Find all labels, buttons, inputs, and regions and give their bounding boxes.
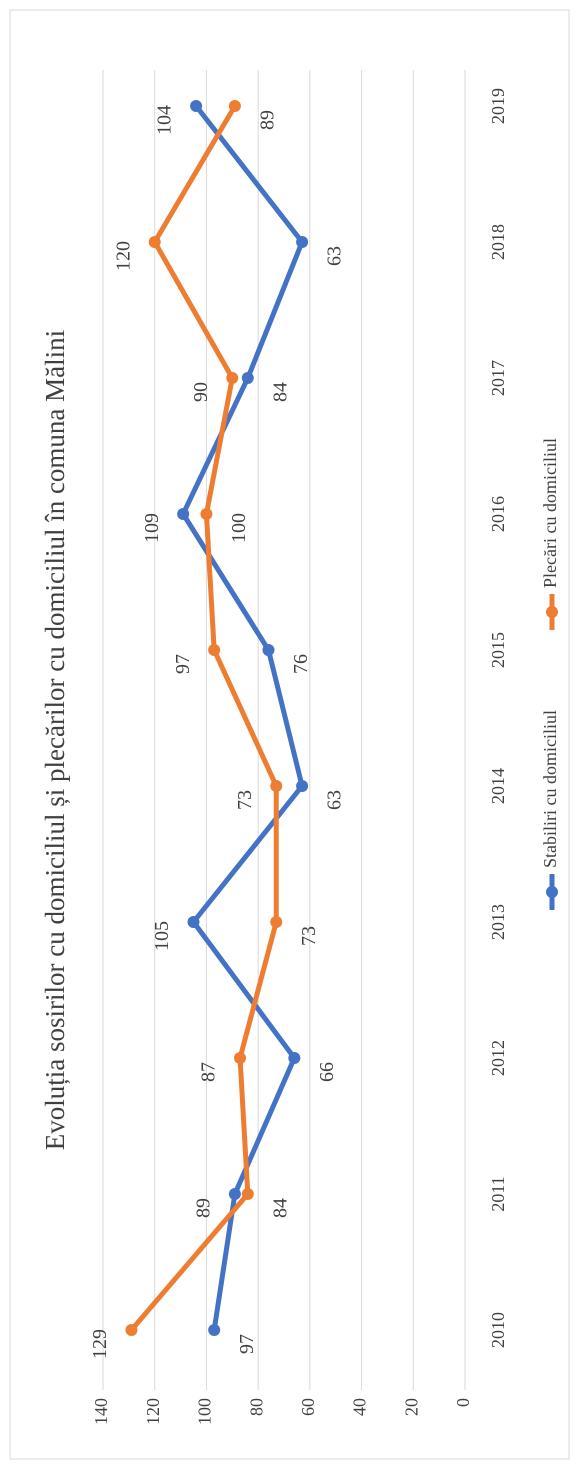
data-point — [296, 780, 309, 792]
data-point — [148, 236, 161, 248]
data-point — [270, 780, 283, 792]
data-label: 66 — [316, 1062, 338, 1082]
legend-marker — [546, 886, 558, 898]
data-label: 100 — [228, 513, 250, 543]
x-tick-label: 2013 — [488, 904, 508, 940]
data-point — [262, 644, 275, 656]
data-label: 109 — [141, 513, 163, 543]
data-point — [190, 100, 203, 112]
data-label: 73 — [234, 790, 256, 810]
data-point — [208, 644, 221, 656]
rotated-chart: Evoluția sosirilor cu domiciliul și plec… — [40, 70, 560, 1425]
data-point — [226, 372, 239, 384]
data-label: 87 — [198, 1062, 220, 1082]
y-tick-label: 120 — [143, 1398, 163, 1425]
data-label: 73 — [298, 926, 320, 946]
data-label: 89 — [256, 110, 278, 130]
data-point — [270, 916, 283, 928]
data-label: 129 — [89, 1329, 111, 1359]
data-point — [241, 1188, 254, 1200]
data-point — [228, 1188, 241, 1200]
data-label: 63 — [324, 246, 346, 266]
data-label: 97 — [236, 1334, 258, 1354]
legend-label: Plecări cu domiciliul — [540, 438, 560, 588]
y-tick-label: 20 — [401, 1398, 421, 1416]
x-tick-label: 2017 — [488, 360, 508, 396]
x-tick-label: 2018 — [488, 224, 508, 260]
y-tick-label: 140 — [91, 1398, 111, 1425]
data-point — [234, 1052, 247, 1064]
x-tick-label: 2019 — [488, 88, 508, 124]
data-label: 63 — [324, 790, 346, 810]
data-label: 76 — [290, 654, 312, 674]
x-tick-label: 2011 — [488, 1176, 508, 1211]
data-point — [228, 100, 241, 112]
y-tick-label: 80 — [246, 1398, 266, 1416]
data-point — [200, 508, 213, 520]
data-point — [125, 1324, 138, 1336]
data-point — [187, 916, 200, 928]
series-line — [180, 104, 305, 1331]
data-point — [208, 1324, 221, 1336]
y-tick-label: 0 — [453, 1398, 473, 1407]
data-label: 84 — [269, 1198, 291, 1218]
series-line — [129, 104, 279, 1332]
data-label: 84 — [269, 382, 291, 402]
data-point — [296, 236, 309, 248]
legend-marker — [546, 606, 558, 618]
legend-label: Stabiliri cu domiciliul — [540, 710, 560, 868]
x-tick-label: 2014 — [488, 768, 508, 804]
data-point — [288, 1052, 301, 1064]
x-tick-label: 2015 — [488, 632, 508, 668]
data-label: 97 — [172, 654, 194, 674]
y-tick-label: 60 — [298, 1398, 318, 1416]
data-label: 89 — [192, 1198, 214, 1218]
data-label: 104 — [154, 105, 176, 135]
x-tick-label: 2010 — [488, 1312, 508, 1348]
x-tick-label: 2012 — [488, 1040, 508, 1076]
x-tick-label: 2016 — [488, 496, 508, 532]
chart-title: Evoluția sosirilor cu domiciliul și plec… — [40, 330, 70, 1150]
data-point — [177, 508, 190, 520]
data-label: 90 — [190, 382, 212, 402]
y-tick-label: 40 — [350, 1398, 370, 1416]
data-label: 120 — [112, 241, 134, 271]
data-point — [241, 372, 254, 384]
y-tick-label: 100 — [195, 1398, 215, 1425]
data-label: 105 — [151, 921, 173, 951]
